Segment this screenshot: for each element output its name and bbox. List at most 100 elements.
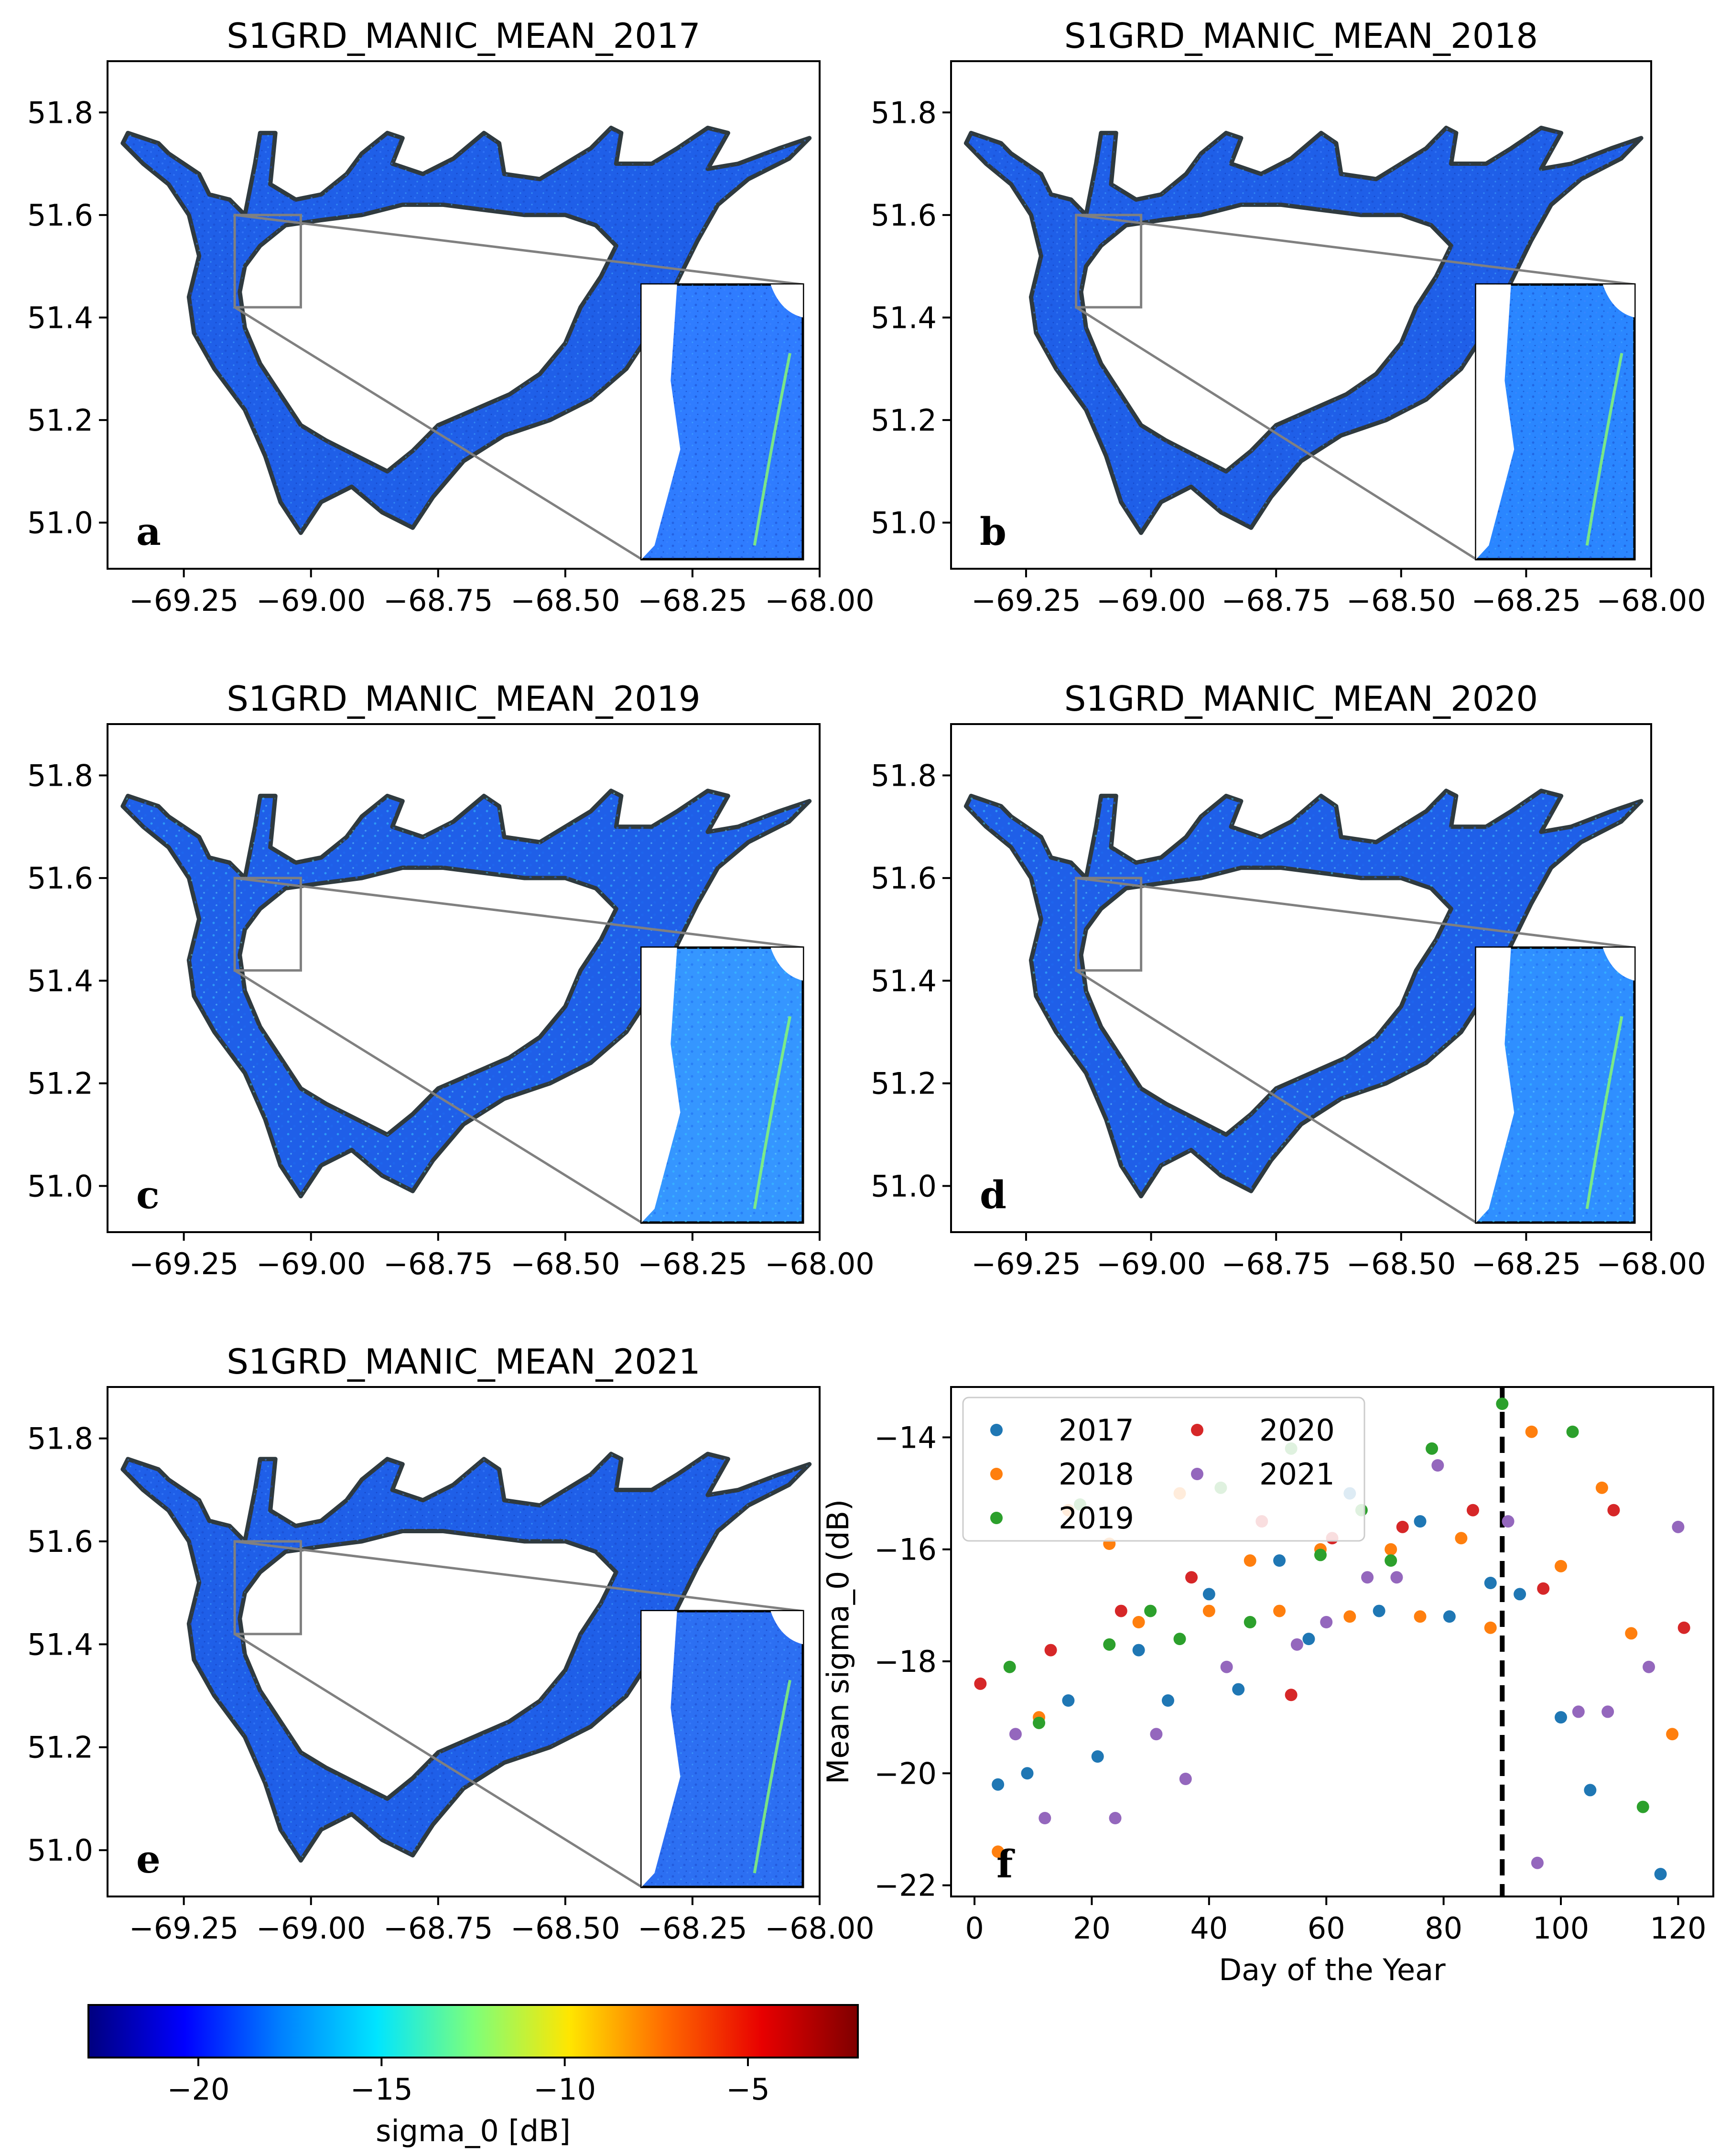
axes-frame: [107, 60, 821, 570]
inset-shore-edge: [753, 1016, 791, 1209]
reservoir-texture: [966, 791, 1642, 1196]
zoom-connector-bottom: [234, 1633, 642, 1888]
scatter-point: [1643, 1660, 1655, 1673]
legend-marker: [1191, 1468, 1203, 1480]
scatter-point: [1431, 1459, 1444, 1472]
x-tick-label: −68.50: [510, 1246, 620, 1281]
scatter-point: [1202, 1604, 1215, 1617]
scatter-point: [1021, 1767, 1034, 1780]
scatter-point: [1161, 1694, 1174, 1707]
scatter-point: [974, 1677, 987, 1690]
x-tick-label: −68.50: [1346, 583, 1456, 618]
colorbar-tick-label: −20: [167, 2072, 230, 2107]
inset-shore-land: [641, 284, 681, 559]
y-tick-label: 51.8: [27, 95, 93, 130]
scatter-point: [1636, 1800, 1649, 1813]
axes-frame: [950, 60, 1652, 570]
y-tick-label: 51.6: [871, 861, 937, 896]
scatter-point: [1466, 1504, 1479, 1517]
scatter-point: [1114, 1604, 1127, 1617]
y-tick-label: −22: [874, 1868, 937, 1903]
scatter-point: [1132, 1644, 1145, 1657]
y-tick-label: −18: [874, 1644, 937, 1679]
inset-shore-land: [641, 1611, 681, 1887]
x-tick-label: −69.25: [129, 1911, 238, 1946]
zoom-connector-top: [234, 877, 803, 949]
scatter-point: [1091, 1750, 1104, 1763]
zoom-connector-top: [1076, 877, 1635, 949]
x-tick-label: 60: [1308, 1911, 1345, 1946]
scatter-point: [1396, 1520, 1409, 1533]
y-tick-label: 51.2: [27, 1066, 93, 1101]
scatter-point: [1484, 1621, 1497, 1634]
panel-letter: a: [136, 509, 161, 554]
scatter-point: [1496, 1398, 1509, 1410]
axes-frame: [107, 723, 821, 1233]
x-tick-label: 100: [1533, 1911, 1589, 1946]
scatter-point: [1584, 1784, 1597, 1797]
panel-letter: e: [136, 1837, 161, 1882]
inset-shore-edge: [753, 1679, 791, 1874]
y-tick-label: −14: [874, 1420, 937, 1455]
map-panel-c: S1GRD_MANIC_MEAN_2019 51.8 51.6 51.4 51.2 51.…: [27, 679, 875, 1281]
reservoir-texture: [122, 1454, 810, 1861]
legend-marker: [990, 1512, 1003, 1524]
x-tick-label: −69.00: [1096, 1246, 1206, 1281]
scatter-point: [1455, 1532, 1468, 1545]
scatter-point: [1385, 1543, 1397, 1556]
zoom-connector-top: [234, 214, 803, 286]
x-tick-label: 20: [1073, 1911, 1111, 1946]
scatter-point: [1314, 1549, 1327, 1561]
colorbar-tick-label: −5: [726, 2072, 769, 2107]
x-tick-label: −69.25: [129, 1246, 238, 1281]
scatter-point: [1672, 1520, 1685, 1533]
legend-label: 2021: [1259, 1457, 1335, 1492]
zoom-box: [1075, 877, 1143, 972]
scatter-point: [1109, 1812, 1122, 1824]
legend-label: 2017: [1059, 1413, 1134, 1448]
x-tick-label: −68.50: [510, 583, 620, 618]
scatter-point: [1607, 1504, 1620, 1517]
x-tick-label: −68.00: [1596, 583, 1706, 618]
inset-island-land: [770, 947, 803, 981]
y-tick-label: 51.4: [871, 300, 937, 335]
panel-title: S1GRD_MANIC_MEAN_2021: [227, 1342, 700, 1382]
scatter-point: [1566, 1425, 1579, 1438]
scatter-point: [1525, 1425, 1538, 1438]
x-tick-label: −69.00: [256, 583, 366, 618]
y-tick-label: 51.6: [871, 198, 937, 233]
legend-marker: [1191, 1424, 1203, 1436]
scatter-point: [1003, 1660, 1016, 1673]
scatter-point: [1666, 1728, 1679, 1741]
x-tick-label: −68.75: [383, 1246, 493, 1281]
scatter-point: [1244, 1616, 1256, 1628]
scatter-point: [1302, 1633, 1315, 1646]
scatter-point: [1484, 1577, 1497, 1589]
x-tick-label: −68.25: [638, 1911, 747, 1946]
scatter-point: [1601, 1705, 1614, 1718]
reservoir-texture: [966, 128, 1642, 533]
y-tick-label: −20: [874, 1756, 937, 1791]
scatter-point: [992, 1778, 1005, 1791]
scatter-point: [1537, 1582, 1550, 1595]
x-tick-label: −68.25: [1471, 1246, 1581, 1281]
x-tick-label: −68.75: [383, 1911, 493, 1946]
y-tick-label: 51.8: [871, 95, 937, 130]
colorbar-tick-label: −10: [533, 2072, 596, 2107]
x-tick-label: −69.00: [256, 1246, 366, 1281]
zoom-box: [233, 214, 302, 309]
panel-title: S1GRD_MANIC_MEAN_2020: [1064, 679, 1538, 719]
y-axis-label: Mean sigma_0 (dB): [821, 1499, 855, 1784]
scatter-point: [1039, 1812, 1051, 1824]
x-tick-label: 0: [965, 1911, 984, 1946]
axes-frame: [107, 1386, 821, 1897]
scatter-point: [992, 1845, 1005, 1858]
x-tick-label: −68.25: [1471, 583, 1581, 618]
scatter-point: [1654, 1868, 1667, 1881]
scatter-point: [1390, 1571, 1403, 1584]
scatter-point: [1273, 1604, 1286, 1617]
y-tick-label: 51.0: [27, 1169, 93, 1203]
scatter-point: [1202, 1588, 1215, 1601]
scatter-point: [1385, 1554, 1397, 1567]
